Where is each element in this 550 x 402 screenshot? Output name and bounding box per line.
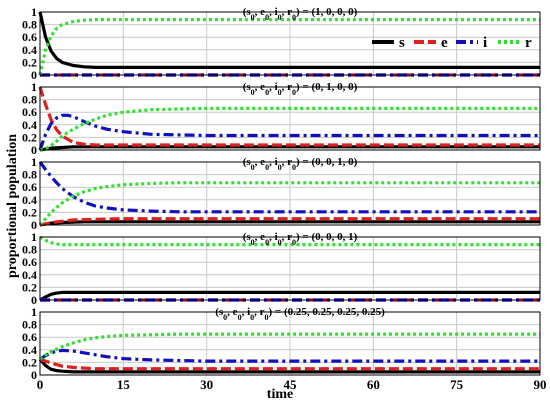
- y-tick-label: 0.4: [22, 118, 37, 132]
- x-tick-label: 30: [200, 377, 213, 392]
- series-line-r: [38, 181, 540, 227]
- y-tick-label: 0.8: [22, 318, 37, 332]
- y-tick-label: 0.8: [22, 168, 37, 182]
- series-line-s: [39, 290, 540, 302]
- y-tick-label: 0.6: [22, 255, 37, 269]
- series-line-r: [38, 18, 540, 76]
- series-line-r: [39, 235, 540, 247]
- series-line-s: [38, 11, 540, 70]
- y-tick-label: 1: [31, 305, 37, 319]
- plot-frame: [39, 86, 541, 151]
- y-tick-label: 0: [31, 293, 37, 307]
- panel-4: 00.20.40.60.81 (s0, e0, i0, r0) = (0, 0, …: [22, 230, 541, 307]
- legend-label-e: e: [441, 35, 448, 51]
- y-tick-label: 0: [31, 368, 37, 382]
- y-tick-label: 0.2: [22, 280, 37, 294]
- y-tick-label: 0.4: [22, 268, 37, 282]
- panel-title: (s0, e0, i0, r0) = (1, 0, 0, 0): [243, 6, 358, 22]
- panel-title: (s0, e0, i0, r0) = (0, 0, 1, 0): [243, 156, 358, 172]
- y-tick-label: 0: [31, 143, 37, 157]
- y-axis-label: proportional population: [5, 134, 20, 278]
- y-tick-label: 0.4: [22, 343, 37, 357]
- y-tick-label: 1: [31, 5, 37, 19]
- series-line-i: [38, 113, 540, 151]
- x-tick-label: 15: [117, 377, 131, 392]
- series-line-s: [38, 358, 540, 374]
- plot-frame: [39, 11, 541, 76]
- y-tick-label: 0.2: [22, 205, 37, 219]
- legend-label-r: r: [525, 35, 532, 51]
- y-tick-label: 0.8: [22, 243, 37, 257]
- panel-title: (s0, e0, i0, r0) = (0, 0, 0, 1): [243, 231, 358, 247]
- series-line-e: [39, 357, 540, 371]
- x-tick-label: 75: [450, 377, 464, 392]
- x-axis-label: time: [267, 387, 293, 402]
- panel-title: (s0, e0, i0, r0) = (0, 1, 0, 0): [243, 81, 358, 97]
- y-tick-label: 0: [31, 68, 37, 82]
- y-tick-label: 0.6: [22, 330, 37, 344]
- y-tick-label: 0.8: [22, 93, 37, 107]
- series-line-i: [38, 161, 540, 214]
- x-tick-label: 0: [37, 377, 44, 392]
- y-tick-label: 0: [31, 218, 37, 232]
- series-line-e: [38, 86, 540, 147]
- series-line-r: [38, 332, 540, 361]
- y-tick-label: 0.6: [22, 180, 37, 194]
- x-tick-label: 90: [534, 377, 547, 392]
- y-tick-label: 0.6: [22, 30, 37, 44]
- plot-frame: [39, 236, 541, 301]
- y-tick-label: 1: [31, 80, 37, 94]
- y-tick-label: 0.4: [22, 43, 37, 57]
- y-tick-label: 0.8: [22, 18, 37, 32]
- y-tick-label: 0.2: [22, 130, 37, 144]
- plot-frame: [39, 311, 541, 376]
- x-tick-label: 60: [367, 377, 380, 392]
- y-tick-label: 1: [31, 155, 37, 169]
- panel-title: (s0, e0, i0, r0) = (0.25, 0.25, 0.25, 0.…: [215, 306, 385, 322]
- y-tick-label: 0.6: [22, 105, 37, 119]
- legend-label-s: s: [399, 35, 405, 51]
- series-line-e: [39, 217, 540, 227]
- plot-frame: [39, 161, 541, 226]
- x-tick-label: 45: [284, 377, 298, 392]
- y-tick-label: 0.4: [22, 193, 37, 207]
- panels: 00.20.40.60.81 (s0, e0, i0, r0) = (1, 0, …: [22, 5, 547, 392]
- panel-3: 00.20.40.60.81 (s0, e0, i0, r0) = (0, 0, …: [22, 155, 541, 232]
- panel-2: 00.20.40.60.81 (s0, e0, i0, r0) = (0, 1, …: [22, 80, 541, 157]
- panel-1: 00.20.40.60.81 (s0, e0, i0, r0) = (1, 0, …: [22, 5, 541, 82]
- series-line-s: [39, 145, 540, 152]
- panel-5: 00.20.40.60.81 (s0, e0, i0, r0) = (0.25, …: [22, 305, 547, 392]
- series-line-i: [39, 348, 540, 363]
- legend-label-i: i: [483, 35, 487, 51]
- y-tick-label: 0.2: [22, 355, 37, 369]
- y-tick-label: 1: [31, 230, 37, 244]
- y-tick-label: 0.2: [22, 55, 37, 69]
